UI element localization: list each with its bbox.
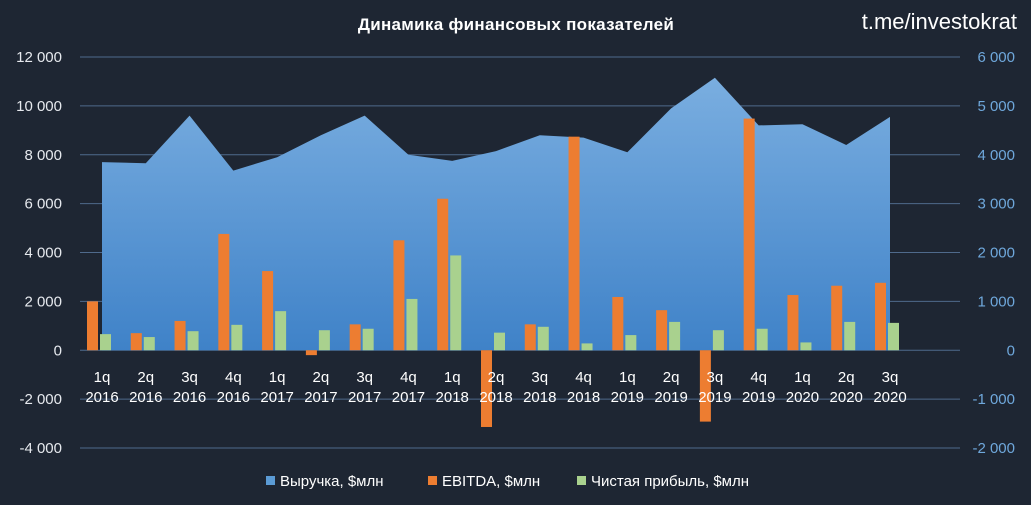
right-axis-tick-label: 4 000 bbox=[977, 147, 1015, 164]
right-axis-tick-label: 5 000 bbox=[977, 98, 1015, 115]
left-axis-tick-label: 4 000 bbox=[24, 245, 62, 262]
net-profit-bar bbox=[318, 330, 330, 351]
net-profit-bar bbox=[625, 335, 637, 351]
legend: Выручка, $млн EBITDA, $млн Чистая прибыль,… bbox=[266, 473, 749, 490]
right-axis-tick-label: 3 000 bbox=[977, 196, 1015, 213]
ebitda-bar bbox=[831, 285, 843, 351]
x-axis-tick-label: 1q 2017 bbox=[260, 369, 293, 406]
left-axis-tick-label: 8 000 bbox=[24, 147, 62, 164]
ebitda-bar bbox=[305, 350, 317, 356]
net-profit-bar bbox=[231, 324, 243, 351]
x-axis-tick-label: 2q 2017 bbox=[304, 369, 337, 406]
x-axis-tick-label: 1q 2020 bbox=[786, 369, 819, 406]
legend-label: EBITDA, $млн bbox=[442, 473, 540, 490]
net-profit-bar bbox=[362, 328, 374, 351]
ebitda-bar bbox=[174, 320, 186, 351]
revenue-area-series bbox=[102, 77, 890, 351]
net-profit-bar bbox=[494, 332, 505, 351]
bar-series bbox=[87, 118, 899, 427]
net-profit-bar bbox=[712, 330, 724, 351]
ebitda-bar bbox=[218, 233, 230, 351]
ebitda-bar bbox=[393, 240, 405, 351]
ebitda-bar bbox=[481, 350, 492, 427]
x-axis-tick-label: 1q 2018 bbox=[436, 369, 469, 406]
left-axis-tick-label: 2 000 bbox=[24, 293, 62, 310]
ebitda-bar bbox=[87, 301, 98, 351]
net-profit-bar bbox=[100, 334, 111, 351]
right-axis-tick-label: 6 000 bbox=[977, 49, 1015, 66]
right-axis-tick-label: 0 bbox=[1007, 342, 1015, 359]
ebitda-bar bbox=[743, 118, 755, 351]
right-axis-tick-label: -1 000 bbox=[972, 391, 1015, 408]
legend-swatch bbox=[428, 476, 437, 485]
revenue-area bbox=[102, 77, 890, 351]
x-axis-tick-label: 2q 2016 bbox=[129, 369, 162, 406]
legend-swatch bbox=[266, 476, 275, 485]
net-profit-bar bbox=[450, 255, 462, 351]
right-axis-tick-label: -2 000 bbox=[972, 440, 1015, 457]
x-axis-tick-label: 4q 2017 bbox=[392, 369, 425, 406]
net-profit-bar bbox=[888, 322, 899, 351]
left-axis-tick-label: 0 bbox=[54, 342, 62, 359]
net-profit-bar bbox=[844, 321, 856, 351]
net-profit-bar bbox=[406, 298, 418, 351]
left-axis-tick-label: -4 000 bbox=[19, 440, 62, 457]
x-axis-tick-label: 2q 2018 bbox=[479, 369, 512, 406]
x-axis-tick-label: 3q 2018 bbox=[523, 369, 556, 406]
ebitda-bar bbox=[349, 324, 361, 351]
left-axis-tick-label: 6 000 bbox=[24, 196, 62, 213]
ebitda-bar bbox=[656, 310, 668, 351]
net-profit-bar bbox=[187, 331, 199, 351]
right-axis-ticks: -2 000 -1 000 0 1 000 2 000 3 000 4 000 5 000 6 … bbox=[972, 49, 1015, 457]
x-axis-tick-label: 4q 2019 bbox=[742, 369, 775, 406]
x-axis-tick-label: 4q 2016 bbox=[217, 369, 250, 406]
x-axis-tick-label: 1q 2016 bbox=[85, 369, 118, 406]
legend-swatch bbox=[577, 476, 586, 485]
x-axis-tick-label: 3q 2016 bbox=[173, 369, 206, 406]
ebitda-bar bbox=[262, 271, 274, 351]
x-axis-tick-label: 3q 2020 bbox=[873, 369, 906, 406]
right-axis-tick-label: 1 000 bbox=[977, 293, 1015, 310]
legend-label: Чистая прибыль, $млн bbox=[591, 473, 749, 490]
x-axis-tick-label: 3q 2017 bbox=[348, 369, 381, 406]
net-profit-bar bbox=[669, 321, 681, 351]
x-axis-ticks: 1q 2016 2q 2016 3q 2016 4q 2016 1q 2017 2q 2017 3q 20… bbox=[85, 369, 906, 406]
watermark-text: t.me/investokrat bbox=[862, 9, 1017, 34]
x-axis-tick-label: 2q 2019 bbox=[654, 369, 687, 406]
net-profit-bar bbox=[537, 326, 549, 351]
left-axis-ticks: -4 000 -2 000 0 2 000 4 000 6 000 8 000 10 000 1… bbox=[16, 49, 62, 457]
x-axis-tick-label: 1q 2019 bbox=[611, 369, 644, 406]
right-axis-tick-label: 2 000 bbox=[977, 245, 1015, 262]
net-profit-bar bbox=[143, 337, 155, 351]
net-profit-bar bbox=[581, 343, 593, 351]
left-axis-tick-label: 12 000 bbox=[16, 49, 62, 66]
net-profit-bar bbox=[756, 328, 768, 351]
ebitda-bar bbox=[612, 296, 624, 351]
left-axis-tick-label: 10 000 bbox=[16, 98, 62, 115]
ebitda-bar bbox=[524, 324, 536, 351]
net-profit-bar bbox=[275, 311, 287, 351]
ebitda-bar bbox=[787, 295, 799, 351]
ebitda-bar bbox=[437, 198, 449, 351]
net-profit-bar bbox=[800, 342, 812, 351]
ebitda-bar bbox=[875, 282, 886, 351]
x-axis-tick-label: 2q 2020 bbox=[830, 369, 863, 406]
x-axis-tick-label: 4q 2018 bbox=[567, 369, 600, 406]
x-axis-tick-label: 3q 2019 bbox=[698, 369, 731, 406]
ebitda-bar bbox=[699, 350, 711, 422]
left-axis-tick-label: -2 000 bbox=[19, 391, 62, 408]
ebitda-bar bbox=[568, 136, 580, 351]
chart-title: Динамика финансовых показателей bbox=[358, 15, 674, 34]
ebitda-bar bbox=[130, 333, 142, 351]
legend-label: Выручка, $млн bbox=[280, 473, 384, 490]
